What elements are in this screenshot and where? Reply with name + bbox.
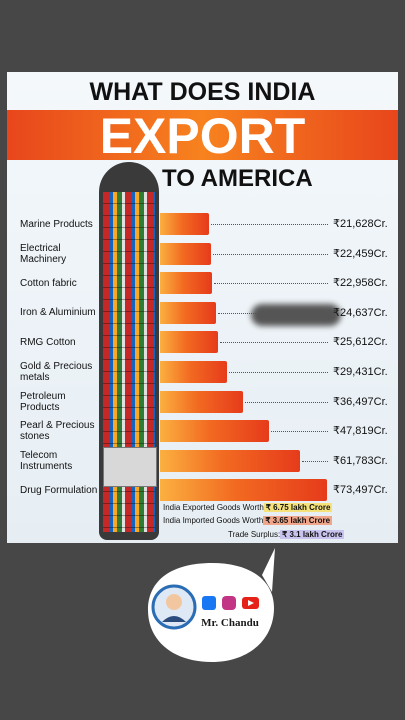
note: India Imported Goods Worth ₹ 3.65 lakh Cr… [163, 516, 333, 525]
category-label: RMG Cotton [20, 336, 76, 348]
bar [160, 449, 301, 472]
bar [160, 390, 243, 413]
value-label: ₹47,819Cr. [333, 425, 388, 438]
title-band [7, 110, 398, 160]
note: India Exported Goods Worth ₹ 6.75 lakh Cr… [163, 503, 333, 512]
avatar-body [162, 616, 186, 622]
channel-name: Mr. Chandu [201, 617, 259, 629]
note-amount: ₹ 3.65 lakh Crore [263, 516, 333, 525]
value-label: ₹61,783Cr. [333, 454, 388, 467]
title-highlight: EXPORT [99, 108, 306, 164]
category-label: Iron & Aluminium [20, 307, 96, 319]
bar [160, 301, 216, 324]
category-label: Gold & Precious metals [20, 361, 93, 383]
value-label: ₹22,958Cr. [333, 277, 388, 290]
category-label: Marine Products [20, 218, 93, 230]
value-label: ₹25,612Cr. [333, 336, 388, 349]
leader-line [211, 224, 328, 225]
leader-line [270, 431, 328, 433]
value-label: ₹36,497Cr. [333, 395, 388, 408]
note-amount: ₹ 6.75 lakh Crore [263, 503, 333, 512]
note-text: India Exported Goods Worth [163, 503, 264, 512]
leader-line [213, 253, 328, 255]
value-label: ₹24,637Cr. [333, 306, 388, 319]
leader-line [217, 312, 328, 314]
subtitle: TO AMERICA [162, 165, 313, 192]
category-label: Cotton fabric [20, 277, 77, 289]
facebook-icon [202, 596, 216, 610]
category-label: Electrical Machinery [20, 242, 67, 265]
category-label: Telecom Instruments [20, 449, 73, 472]
note: Trade Surplus: ₹ 3.1 lakh Crore [228, 530, 345, 539]
note-text: India Imported Goods Worth [163, 516, 264, 525]
instagram-icon [222, 596, 236, 610]
leader-line [228, 372, 328, 373]
leader-line [214, 283, 328, 285]
value-label: ₹73,497Cr. [333, 484, 388, 497]
category-label: Pearl & Precious stones [20, 420, 95, 443]
note-amount: ₹ 3.1 lakh Crore [280, 530, 345, 539]
avatar-face [166, 594, 182, 610]
bar [160, 242, 212, 265]
bar [160, 272, 213, 295]
bar [160, 361, 227, 383]
ship-bridge [103, 447, 157, 487]
leader-line [244, 401, 328, 403]
leader-line [302, 460, 328, 462]
category-label: Petroleum Products [20, 390, 66, 413]
chart-title: WHAT DOES INDIA [89, 78, 316, 106]
blur-blob [251, 304, 341, 326]
value-label: ₹21,628Cr. [333, 218, 388, 230]
category-label: Drug Formulation [20, 484, 98, 496]
bar [160, 331, 219, 354]
leader-line [220, 342, 328, 344]
bar [160, 420, 269, 443]
value-label: ₹22,459Cr. [333, 247, 388, 260]
youtube-play [248, 600, 254, 606]
note-text: Trade Surplus: [228, 530, 281, 539]
bar [160, 213, 210, 235]
bar [160, 479, 327, 502]
value-label: ₹29,431Cr. [333, 366, 388, 378]
